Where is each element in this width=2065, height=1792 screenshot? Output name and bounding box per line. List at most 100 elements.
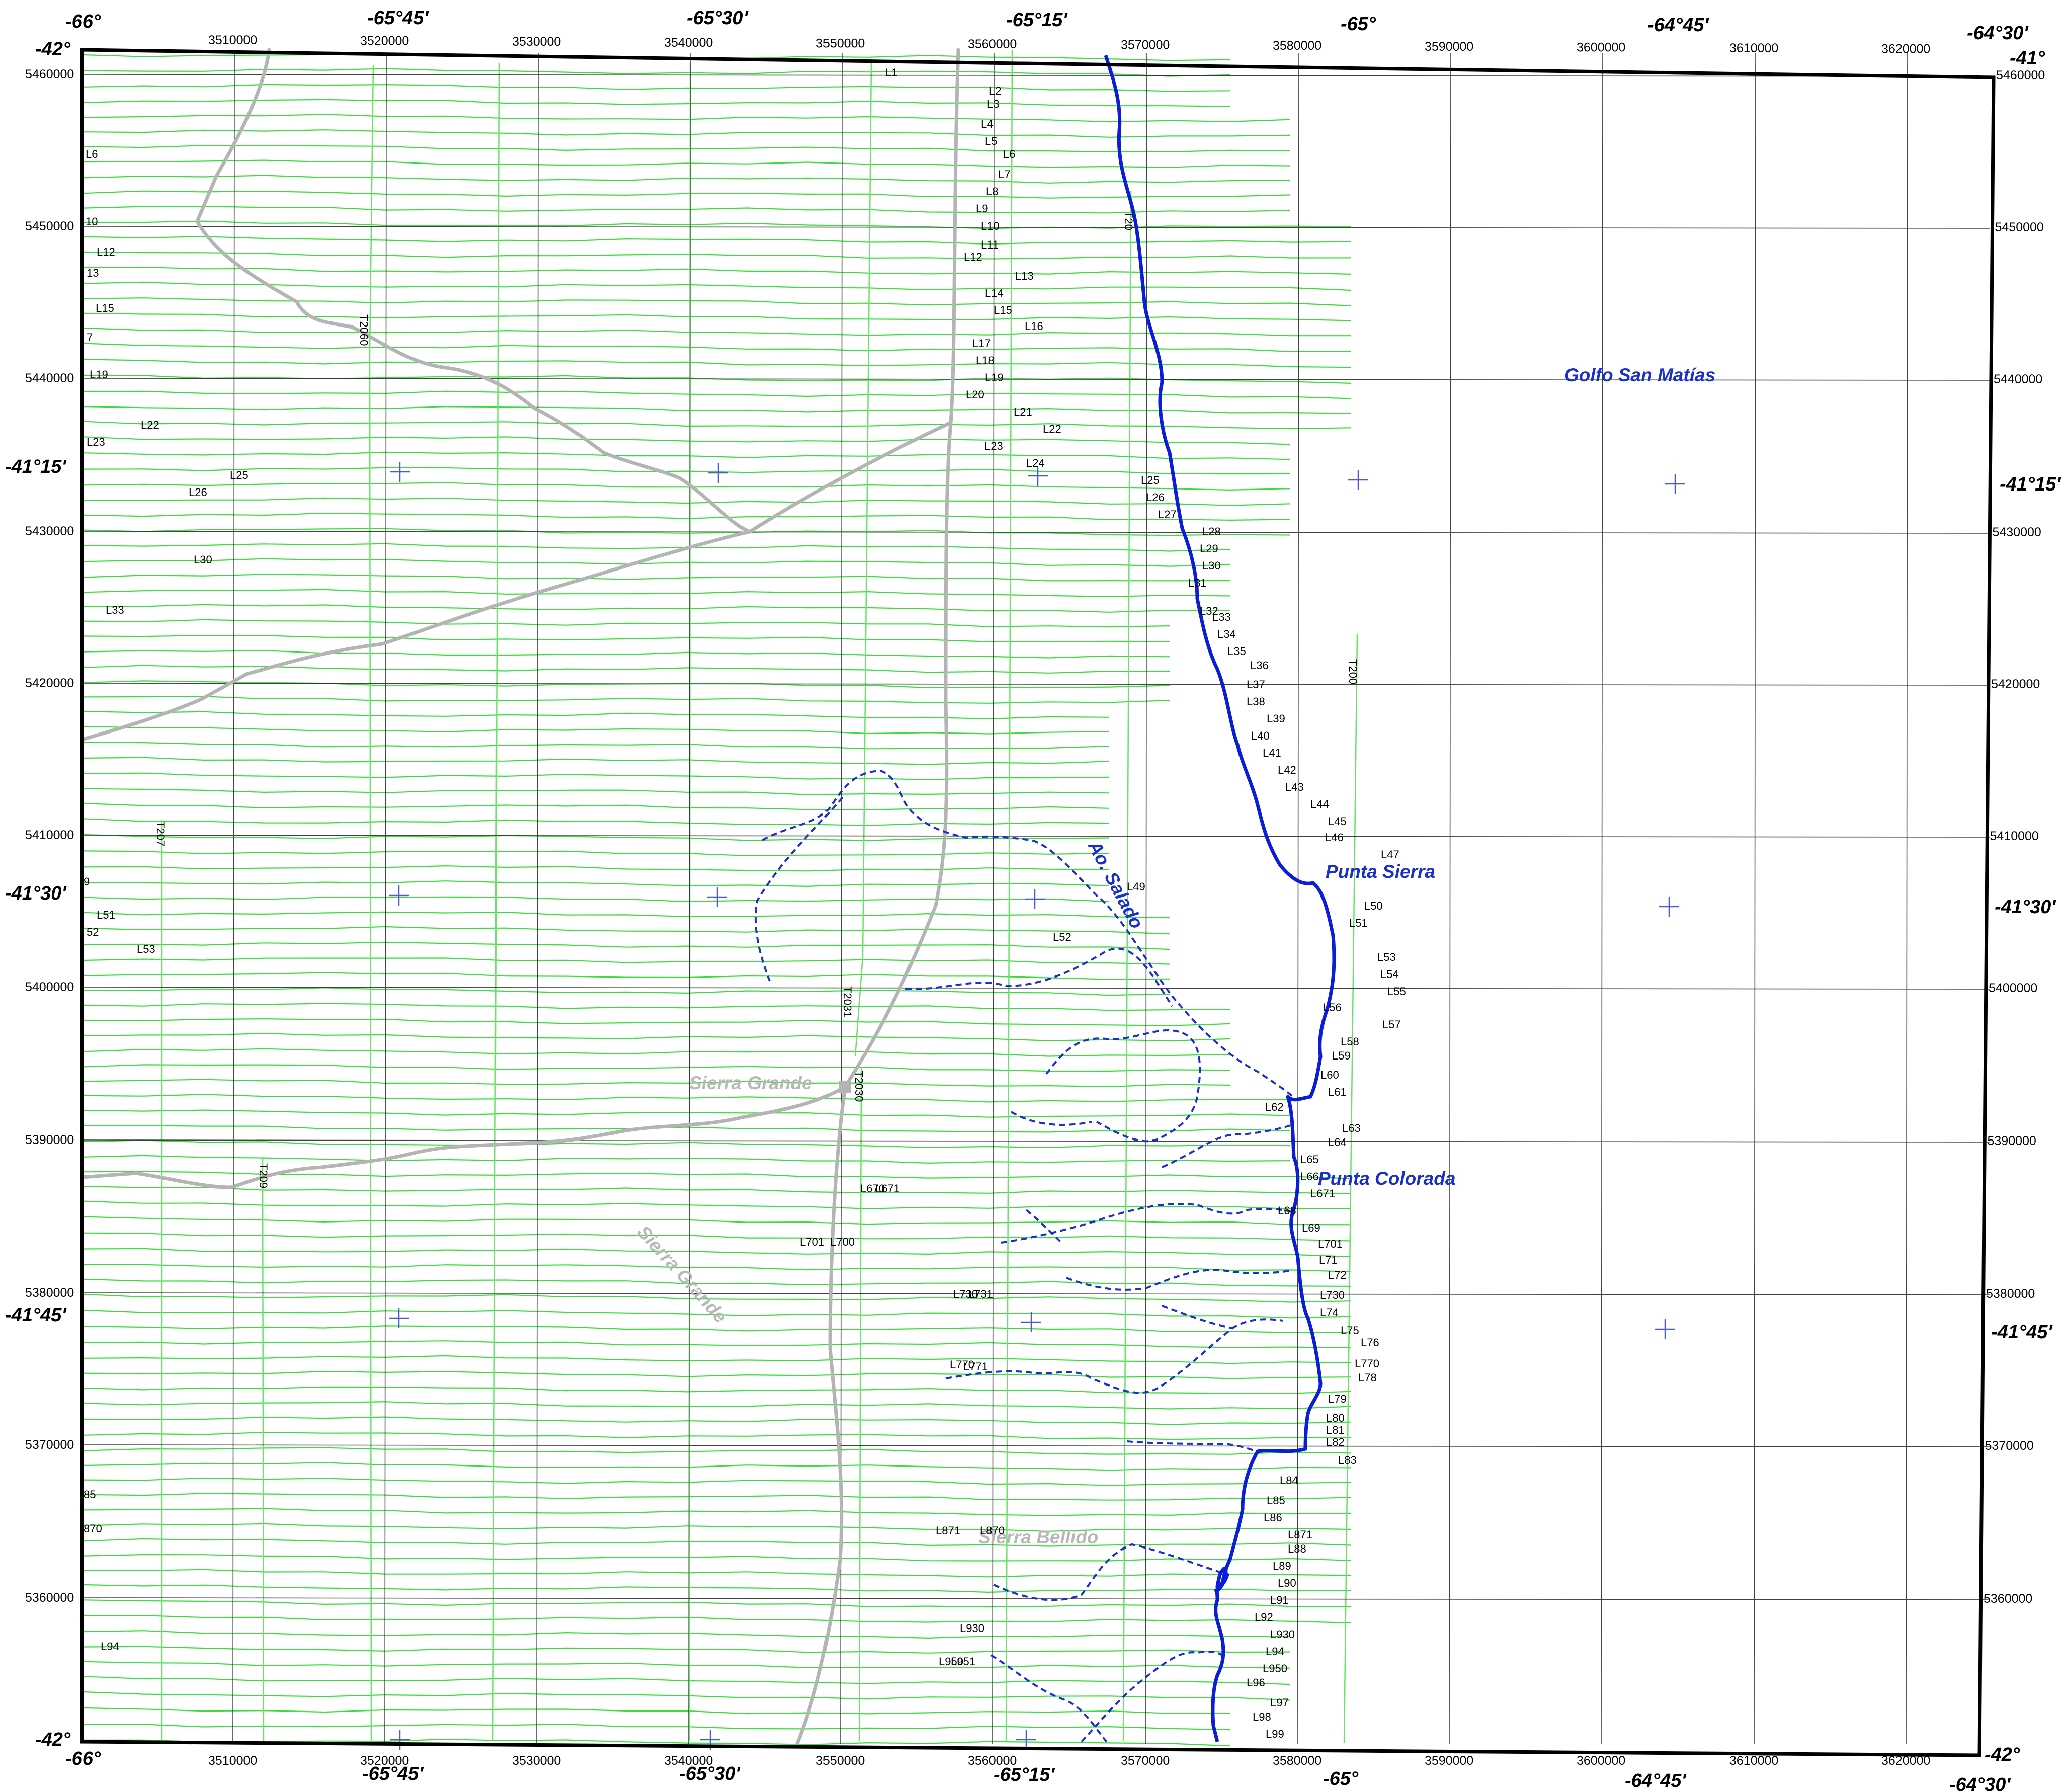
flight-line (82, 788, 1110, 795)
flight-line (82, 1508, 1351, 1516)
road (80, 1085, 847, 1189)
line-label: L771 (963, 1360, 988, 1373)
easting-label: 3550000 (816, 1754, 865, 1768)
stream (1126, 1440, 1258, 1452)
flight-line (82, 1599, 1351, 1608)
flight-line (82, 1569, 1351, 1578)
flight-line (82, 436, 1291, 445)
easting-label: 3600000 (1577, 40, 1625, 54)
line-label: L770 (950, 1358, 974, 1371)
line-label: L26 (1146, 491, 1165, 504)
flight-line (82, 359, 1351, 368)
line-label: L51 (97, 909, 115, 921)
geo-label: -65°30' (687, 8, 749, 29)
line-label: L730 (953, 1288, 978, 1300)
flight-line (82, 145, 1291, 153)
lat-labels-right: -41°15' -41°30' -41°45' (1991, 474, 2061, 1343)
map-background (82, 50, 1994, 1755)
flight-lines (82, 53, 1351, 1747)
flight-line (82, 327, 1351, 337)
flight-line (82, 1109, 1291, 1118)
corner-label: -42° (1985, 1744, 2020, 1765)
line-label: 7 (87, 331, 93, 344)
line-label: 9 (84, 875, 90, 888)
line-label: L68 (1278, 1204, 1296, 1217)
flight-line (82, 84, 1230, 92)
tie-line (854, 60, 872, 1057)
place-sierra-grande-town: Sierra Grande (689, 1073, 812, 1093)
grid-line (1906, 52, 1908, 1744)
stream (1162, 1305, 1233, 1329)
line-label: L98 (1253, 1710, 1271, 1723)
stream (1045, 1029, 1201, 1143)
corner-label: -42° (35, 39, 71, 60)
line-label: L90 (1278, 1577, 1296, 1589)
flight-line (82, 99, 1230, 107)
northing-label: 5460000 (1996, 68, 2045, 83)
flight-line (82, 390, 1351, 399)
northing-label: 5450000 (25, 219, 74, 233)
flight-line (82, 1538, 1351, 1547)
stream (990, 1654, 1108, 1743)
easting-label: 3560000 (968, 1754, 1017, 1768)
flight-line (82, 941, 1170, 950)
tie-line (858, 1066, 862, 1741)
line-label: L22 (1043, 423, 1061, 435)
line-label: L38 (1247, 695, 1265, 708)
northing-label: 5410000 (25, 828, 74, 842)
easting-label: 3610000 (1729, 1754, 1778, 1768)
line-label: L35 (1227, 645, 1246, 658)
easting-label: 3620000 (1881, 42, 1930, 56)
line-label: L97 (1270, 1696, 1289, 1709)
geo-label: -65° (1341, 14, 1376, 35)
grid-line (82, 1292, 1990, 1295)
flight-line (82, 957, 1170, 965)
easting-labels-top: 3510000 3520000 3530000 3540000 3550000 35600… (208, 33, 1930, 56)
easting-label: 3510000 (208, 1754, 257, 1768)
flight-line (82, 650, 1170, 659)
flight-line (82, 1125, 1291, 1133)
line-label: L29 (1200, 542, 1218, 555)
line-label: L31 (1188, 577, 1207, 589)
place-golfo-san-matias: Golfo San Matías (1564, 365, 1715, 385)
northing-label: 5430000 (1993, 525, 2041, 539)
flight-line (82, 850, 1110, 856)
flight-line (82, 1278, 1351, 1287)
place-punta-colorada: Punta Colorada (1318, 1168, 1455, 1189)
flight-line (82, 1401, 1351, 1410)
grid-line (82, 683, 1990, 686)
line-label: L670 (860, 1182, 885, 1195)
northing-label: 5380000 (25, 1286, 74, 1300)
northing-label: 5380000 (1986, 1287, 2035, 1301)
flight-line (82, 1386, 1351, 1394)
coastline (1104, 54, 1336, 1742)
northing-label: 5360000 (1984, 1592, 2032, 1606)
map-frame (80, 48, 1996, 1757)
northing-label: 5400000 (25, 980, 74, 994)
line-label: L40 (1251, 729, 1270, 742)
line-label: L43 (1285, 781, 1304, 793)
flight-line (82, 281, 1351, 291)
grid-line (82, 1139, 1990, 1143)
stream (1162, 1123, 1293, 1168)
flight-line (82, 512, 1291, 521)
flight-line (82, 543, 1230, 552)
geo-labels-bottom: -66° -65°45' -65°30' -65°15' -65° -64°45… (65, 1748, 2011, 1792)
flight-line (82, 1325, 1351, 1333)
tie-line-label: T209 (257, 1163, 270, 1188)
tie-line (369, 65, 374, 1746)
grid-line (1297, 52, 1299, 1744)
line-label: L15 (994, 304, 1012, 316)
line-label: L46 (1325, 831, 1344, 844)
stream (1025, 1209, 1062, 1244)
flight-line (82, 1155, 1291, 1164)
line-label: 10 (86, 215, 98, 228)
northing-labels-left: 5460000 5450000 5440000 5430000 5420000 54100… (25, 67, 74, 1605)
flight-line (82, 665, 1170, 674)
flight-line (82, 772, 1110, 781)
flight-line (82, 1691, 1291, 1701)
line-label: L14 (985, 287, 1004, 299)
line-label: L11 (981, 238, 999, 251)
grid-line (82, 835, 1990, 838)
line-label: L2 (989, 85, 1001, 97)
